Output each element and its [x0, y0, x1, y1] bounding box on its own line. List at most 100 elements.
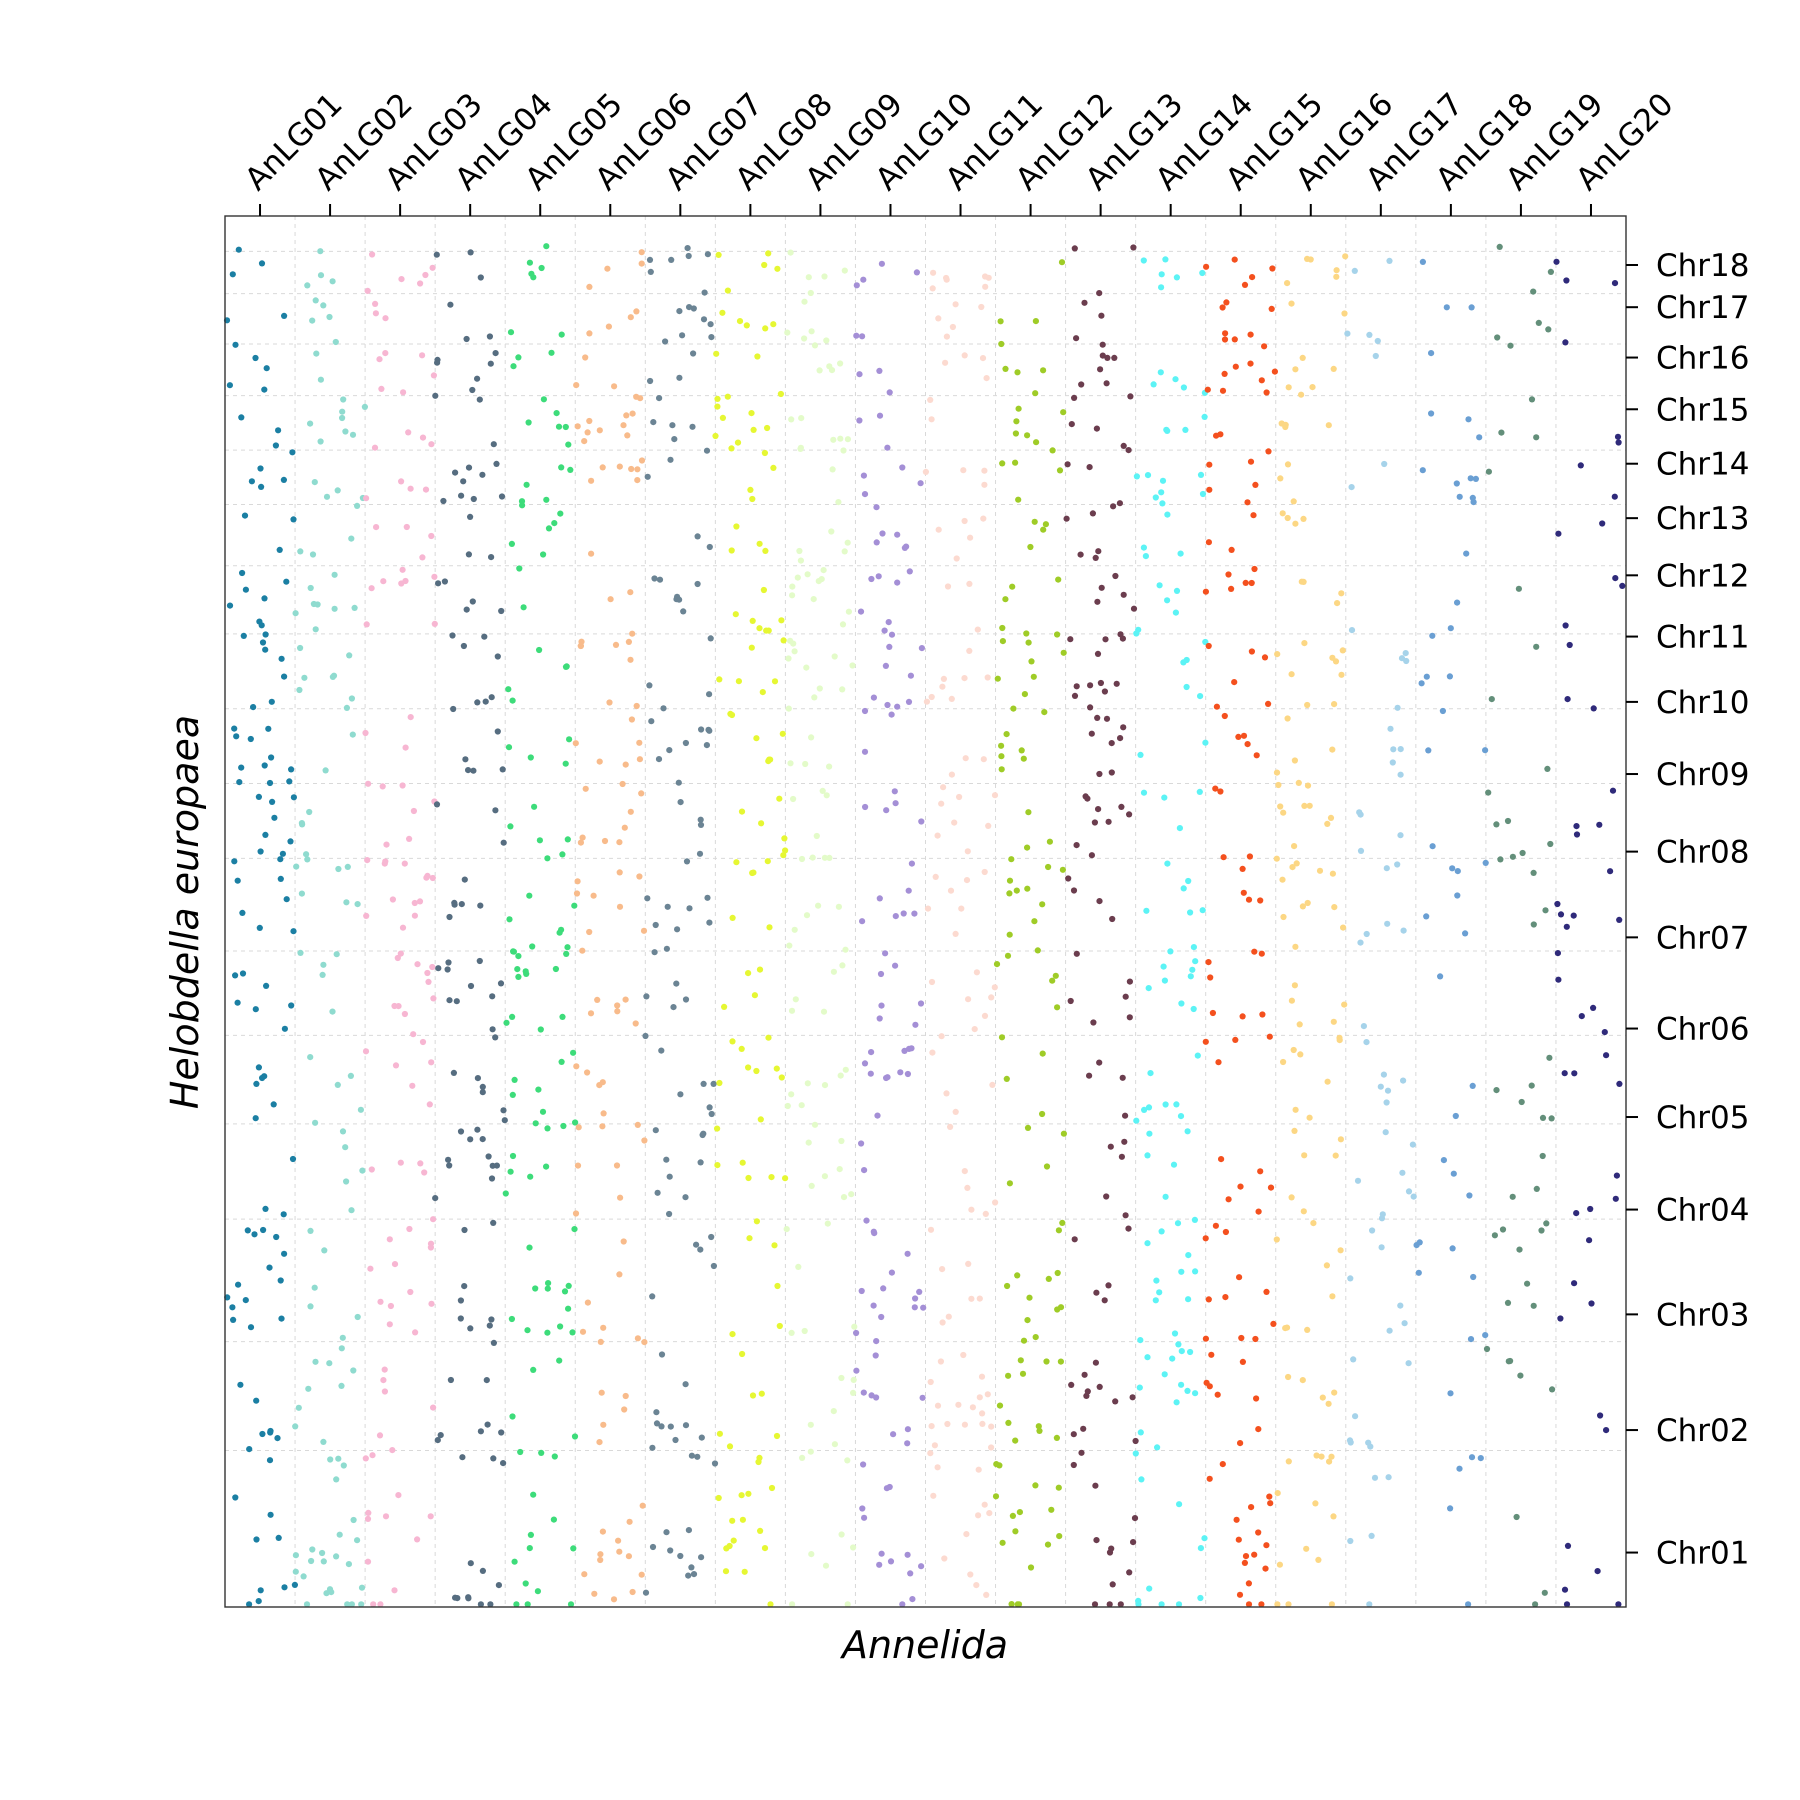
data-point	[821, 854, 829, 861]
data-point	[572, 1119, 579, 1126]
data-point	[232, 341, 239, 348]
data-point	[894, 703, 901, 710]
data-point	[1045, 863, 1052, 871]
data-point	[700, 1080, 707, 1087]
data-point	[820, 567, 827, 574]
data-point	[1563, 277, 1570, 284]
data-point	[736, 318, 744, 325]
data-point	[569, 1329, 576, 1336]
data-point	[1454, 892, 1461, 899]
data-point	[1329, 746, 1336, 753]
data-point	[680, 608, 687, 615]
data-point	[1140, 257, 1147, 264]
data-point	[572, 740, 579, 747]
data-point	[574, 423, 581, 430]
data-point	[826, 363, 833, 370]
data-point	[838, 1137, 845, 1145]
data-point	[642, 1032, 649, 1040]
data-point	[446, 1162, 453, 1169]
data-point	[683, 858, 691, 865]
data-point	[1180, 659, 1187, 666]
data-point	[461, 1226, 468, 1234]
data-point	[815, 578, 822, 585]
data-point	[406, 835, 413, 843]
data-point	[677, 1552, 684, 1560]
data-point	[1449, 1245, 1456, 1252]
data-point	[1144, 472, 1152, 479]
data-point	[564, 836, 571, 843]
data-point	[859, 1505, 866, 1512]
data-point	[670, 1004, 677, 1011]
data-point	[951, 819, 958, 826]
data-point	[837, 360, 844, 367]
data-point	[1616, 916, 1623, 924]
data-point	[1304, 701, 1311, 709]
data-point	[492, 1034, 499, 1041]
data-point	[985, 822, 992, 830]
data-point	[423, 874, 430, 881]
data-point	[343, 1178, 350, 1185]
data-point	[985, 274, 992, 281]
data-point	[303, 851, 310, 858]
data-point	[1597, 1412, 1604, 1419]
data-point	[939, 683, 946, 690]
data-point	[676, 596, 683, 603]
data-point	[295, 1404, 302, 1411]
data-point	[597, 1551, 604, 1558]
data-point	[873, 539, 880, 546]
data-point	[322, 767, 329, 774]
data-point	[638, 457, 646, 464]
data-point	[571, 1226, 578, 1233]
data-point	[666, 1210, 673, 1218]
data-point	[320, 1438, 327, 1445]
data-point	[908, 860, 916, 867]
data-point	[574, 1162, 582, 1169]
data-point	[230, 1316, 237, 1323]
data-point	[1182, 426, 1189, 433]
data-point	[917, 1000, 925, 1007]
data-point	[500, 839, 507, 846]
data-point	[364, 857, 371, 864]
data-point	[244, 1227, 251, 1234]
data-point	[430, 1216, 437, 1223]
data-point	[1348, 627, 1356, 634]
data-point	[1596, 821, 1603, 828]
data-point	[339, 1128, 347, 1135]
data-point	[1378, 1215, 1386, 1222]
data-point	[1324, 820, 1331, 828]
data-point	[490, 1339, 497, 1346]
data-point	[726, 1542, 733, 1550]
data-point	[1253, 752, 1260, 759]
data-point	[1225, 1196, 1232, 1203]
data-point	[586, 417, 593, 425]
data-point	[684, 245, 691, 252]
data-point	[947, 887, 955, 894]
data-point	[1577, 462, 1584, 469]
data-point	[967, 1571, 974, 1578]
data-point	[840, 1194, 848, 1201]
data-point	[575, 1124, 582, 1131]
data-point	[682, 996, 690, 1003]
data-point	[1031, 518, 1038, 525]
data-point	[1367, 1443, 1374, 1450]
data-point	[868, 1049, 875, 1056]
data-point	[372, 300, 379, 307]
data-point	[787, 760, 794, 767]
data-point	[467, 1136, 474, 1143]
data-point	[967, 534, 974, 541]
data-point	[980, 515, 987, 522]
data-point	[761, 261, 768, 269]
data-point	[701, 289, 708, 296]
data-point	[811, 1121, 819, 1128]
data-point	[883, 1074, 890, 1082]
data-point	[1152, 1297, 1159, 1304]
data-point	[816, 367, 823, 374]
data-point	[1554, 900, 1561, 908]
data-point	[291, 1581, 298, 1588]
data-point	[1231, 336, 1238, 343]
data-point	[488, 694, 495, 701]
data-point	[1092, 1482, 1099, 1489]
data-point	[1248, 579, 1255, 587]
data-point	[638, 1571, 645, 1578]
data-point	[226, 602, 234, 609]
